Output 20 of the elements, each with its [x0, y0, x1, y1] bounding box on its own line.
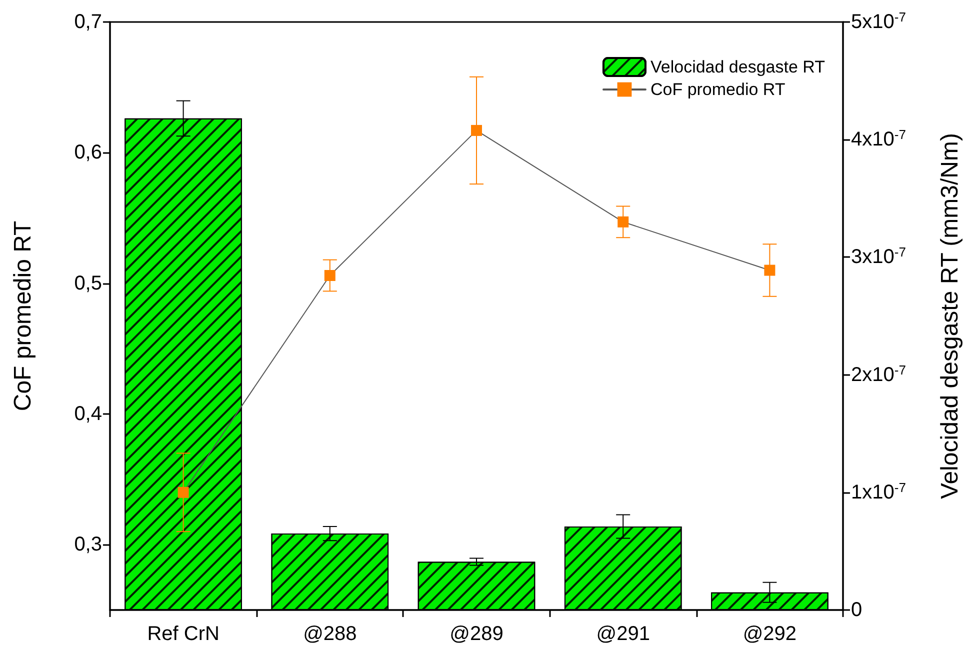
- y-tick-label: 0,4: [74, 403, 102, 425]
- legend-label: Velocidad desgaste RT: [650, 58, 826, 76]
- x-tick-label: @289: [450, 623, 504, 645]
- point: [764, 264, 776, 276]
- point: [178, 486, 189, 498]
- y2-axis-title: Velocidad desgaste RT (mm3/Nm): [936, 133, 964, 499]
- x-tick-label: @291: [596, 623, 650, 645]
- y-tick-label: 0,5: [74, 272, 102, 294]
- point: [324, 270, 336, 281]
- y-tick-label: 0,3: [74, 534, 102, 556]
- legend-label: CoF promedio RT: [650, 80, 786, 99]
- y-tick-label: 0,6: [74, 142, 102, 164]
- y2-tick-label: 0: [851, 599, 862, 621]
- x-tick-label: @292: [742, 623, 797, 645]
- point: [471, 124, 482, 136]
- x-tick-label: Ref CrN: [147, 623, 220, 645]
- x-tick-label: @288: [303, 623, 357, 645]
- y-axis-title: CoF promedio RT: [10, 220, 36, 412]
- y-tick-label: 0,7: [74, 11, 102, 33]
- point: [618, 216, 629, 228]
